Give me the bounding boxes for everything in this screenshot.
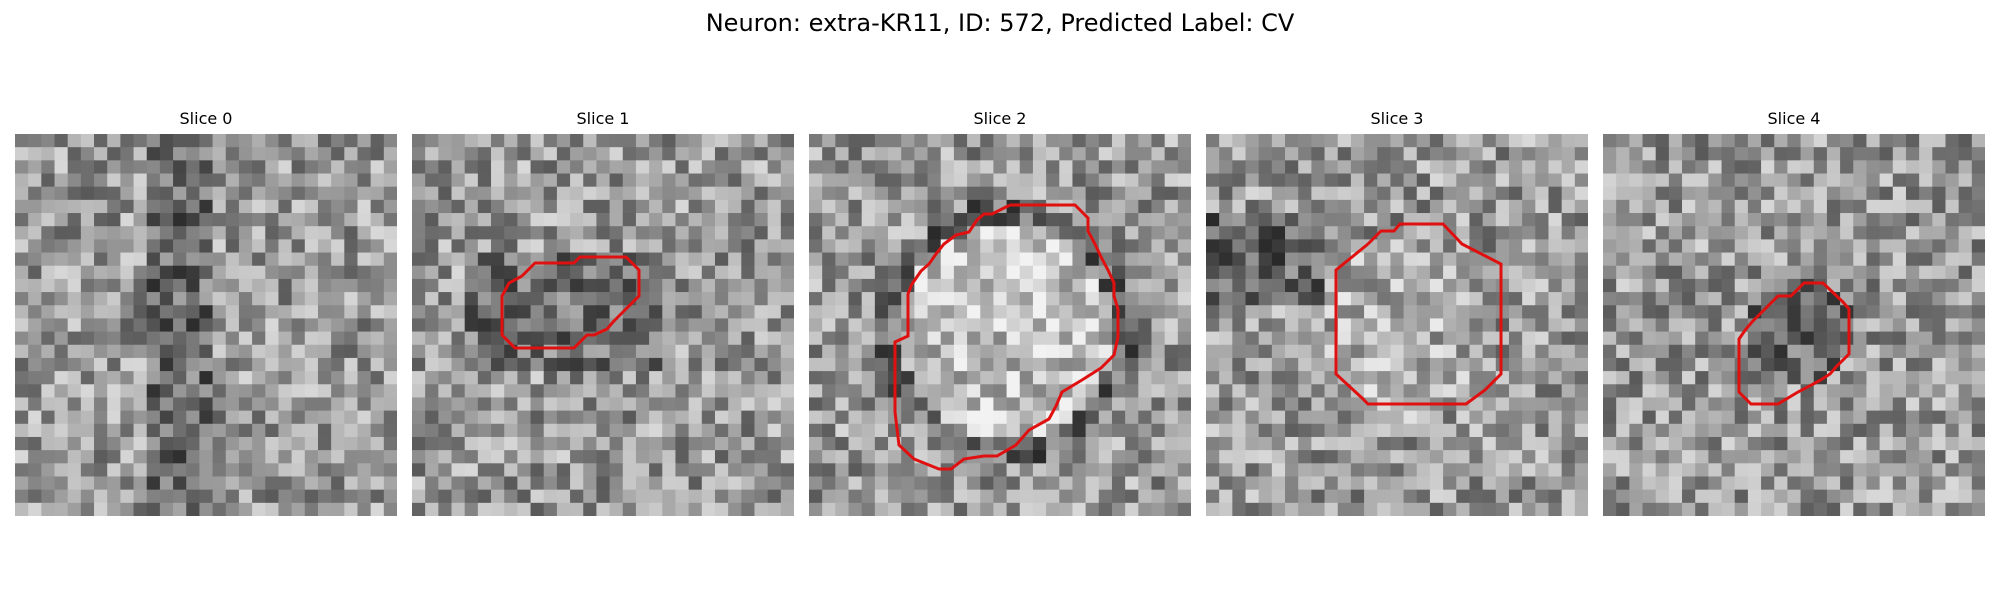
slice-title: Slice 4 <box>1767 109 1821 128</box>
slice-title: Slice 3 <box>1370 109 1424 128</box>
slice-image <box>1206 134 1588 516</box>
segmentation-contour <box>1737 281 1851 406</box>
pixel-grid <box>15 134 397 516</box>
segmentation-contour <box>1334 222 1503 406</box>
pixel-grid <box>1603 134 1985 516</box>
slice-title: Slice 2 <box>973 109 1027 128</box>
slice-image <box>1603 134 1985 516</box>
pixel-grid <box>1206 134 1588 516</box>
slice-panel: Slice 2 <box>809 108 1191 518</box>
slice-title: Slice 1 <box>576 109 630 128</box>
slice-panel: Slice 0 <box>15 108 397 518</box>
slice-panel: Slice 4 <box>1603 108 1985 518</box>
slice-title: Slice 0 <box>179 109 233 128</box>
segmentation-contour <box>893 203 1120 471</box>
figure-title: Neuron: extra-KR11, ID: 572, Predicted L… <box>705 9 1295 37</box>
slice-panel: Slice 1 <box>412 108 794 518</box>
pixel-grid <box>809 134 1191 516</box>
slice-image <box>15 134 397 516</box>
slice-image <box>809 134 1191 516</box>
slice-panel: Slice 3 <box>1206 108 1588 518</box>
pixel-grid <box>412 134 794 516</box>
slice-image <box>412 134 794 516</box>
segmentation-contour <box>500 255 641 350</box>
